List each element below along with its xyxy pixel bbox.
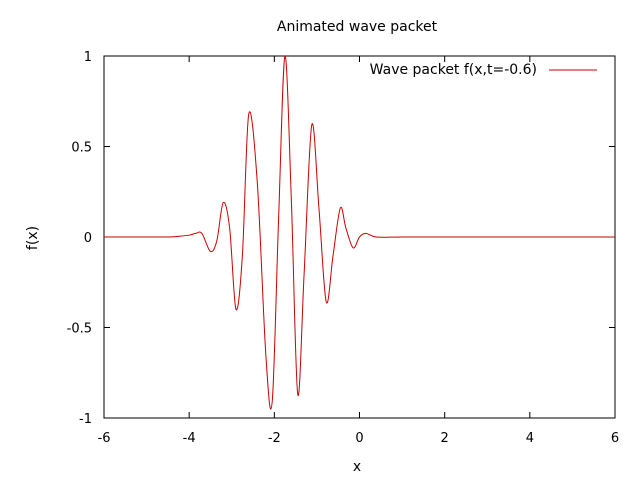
x-tick-label: -6 — [98, 431, 111, 446]
series-line — [104, 55, 615, 410]
x-tick-label: 4 — [526, 431, 534, 446]
x-tick-label: 6 — [611, 431, 619, 446]
x-axis-label: x — [353, 459, 361, 475]
legend: Wave packet f(x,t=-0.6) — [370, 62, 597, 78]
y-axis-label: f(x) — [25, 226, 41, 250]
x-tick-label: -2 — [268, 431, 281, 446]
ticks-layer: -6 -4 -2 0 2 4 6 -1 -0.5 0 0.5 1 — [67, 50, 620, 446]
x-tick-label: -4 — [183, 431, 196, 446]
x-tick-label: 2 — [441, 431, 449, 446]
series-layer — [104, 55, 615, 410]
x-tick-label: 0 — [355, 431, 363, 446]
y-tick-label: 1 — [84, 50, 92, 65]
chart-title: Animated wave packet — [277, 19, 438, 35]
y-tick-label: -1 — [79, 412, 92, 427]
y-tick-label: 0.5 — [71, 141, 92, 156]
legend-label: Wave packet f(x,t=-0.6) — [370, 62, 537, 78]
y-tick-label: 0 — [84, 231, 92, 246]
y-tick-label: -0.5 — [67, 322, 92, 337]
